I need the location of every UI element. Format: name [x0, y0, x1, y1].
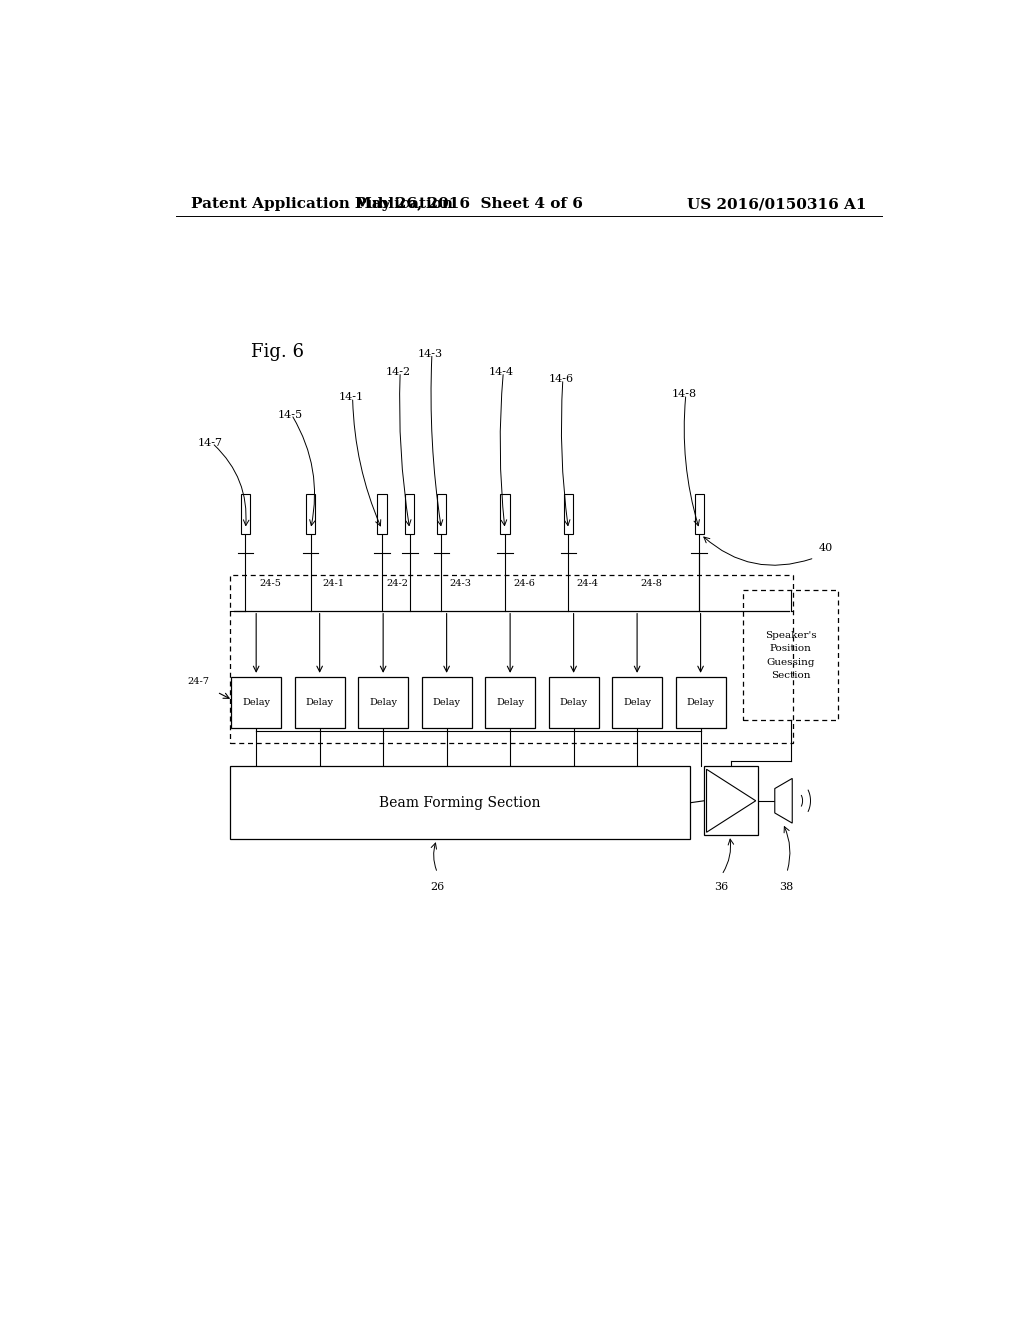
Bar [241, 494, 250, 535]
Text: 24-1: 24-1 [323, 579, 345, 589]
Text: 24-4: 24-4 [577, 579, 599, 589]
Text: Delay: Delay [559, 698, 588, 706]
Text: 14-4: 14-4 [489, 367, 514, 376]
Bar [485, 677, 536, 727]
Text: Delay: Delay [432, 698, 461, 706]
Bar [743, 590, 839, 721]
Bar [563, 494, 573, 535]
Text: Fig. 6: Fig. 6 [251, 342, 304, 360]
Text: Delay: Delay [686, 698, 715, 706]
Bar [377, 494, 387, 535]
Bar [694, 494, 705, 535]
Bar [229, 576, 793, 743]
Text: Delay: Delay [623, 698, 651, 706]
Text: 14-1: 14-1 [338, 392, 364, 403]
Text: 38: 38 [779, 882, 794, 892]
Text: 14-5: 14-5 [278, 409, 302, 420]
Bar [500, 494, 510, 535]
Text: Patent Application Publication: Patent Application Publication [191, 197, 454, 211]
Text: 14-7: 14-7 [198, 438, 223, 447]
Text: 24-6: 24-6 [513, 579, 536, 589]
Bar [676, 677, 726, 727]
Bar [705, 766, 758, 836]
Text: 36: 36 [715, 882, 729, 892]
Text: Beam Forming Section: Beam Forming Section [379, 796, 541, 809]
Text: May 26, 2016  Sheet 4 of 6: May 26, 2016 Sheet 4 of 6 [355, 197, 584, 211]
Text: Delay: Delay [496, 698, 524, 706]
Text: 14-2: 14-2 [386, 367, 411, 376]
Bar [404, 494, 415, 535]
Bar [306, 494, 315, 535]
Text: US 2016/0150316 A1: US 2016/0150316 A1 [686, 197, 866, 211]
Text: 14-6: 14-6 [549, 374, 573, 384]
Bar [422, 677, 472, 727]
Text: Delay: Delay [369, 698, 397, 706]
Bar [229, 766, 690, 840]
Text: Delay: Delay [305, 698, 334, 706]
Text: 26: 26 [430, 882, 444, 892]
Bar [612, 677, 663, 727]
Polygon shape [707, 770, 756, 833]
Text: 24-7: 24-7 [187, 677, 210, 686]
Text: 24-2: 24-2 [386, 579, 409, 589]
Text: 24-5: 24-5 [259, 579, 282, 589]
Polygon shape [775, 779, 793, 824]
Bar [549, 677, 599, 727]
Bar [436, 494, 446, 535]
Text: 14-8: 14-8 [672, 389, 696, 399]
Text: 14-3: 14-3 [418, 348, 442, 359]
Text: 24-3: 24-3 [450, 579, 472, 589]
Text: 40: 40 [818, 543, 833, 553]
Bar [231, 677, 282, 727]
Text: 24-8: 24-8 [640, 579, 663, 589]
Bar [295, 677, 345, 727]
Text: Delay: Delay [242, 698, 270, 706]
Text: Speaker's
Position
Guessing
Section: Speaker's Position Guessing Section [765, 631, 816, 680]
Bar [358, 677, 409, 727]
